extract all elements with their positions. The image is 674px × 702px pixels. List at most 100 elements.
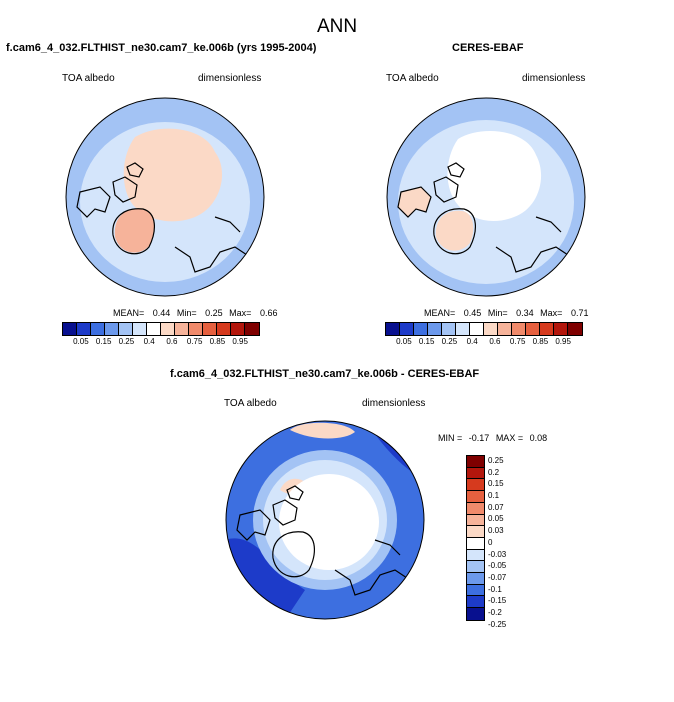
- main-title: ANN: [316, 16, 358, 37]
- diff-right-label: dimensionless: [362, 398, 426, 409]
- colorbar-swatch: [217, 323, 231, 335]
- colorbar-swatch: [467, 561, 484, 574]
- diff-polar-map: [225, 420, 425, 620]
- colorbar-tick-label: -0.07: [488, 573, 507, 582]
- model-colorbar: [62, 322, 260, 336]
- colorbar-tick-label: 0.05: [396, 337, 412, 346]
- colorbar-swatch: [245, 323, 259, 335]
- diff-panel-title: f.cam6_4_032.FLTHIST_ne30.cam7_ke.006b -…: [170, 368, 480, 380]
- colorbar-swatch: [467, 467, 484, 480]
- obs-polar-map: [386, 97, 586, 297]
- colorbar-tick-label: 0.05: [73, 337, 89, 346]
- colorbar-swatch: [386, 323, 400, 335]
- colorbar-swatch: [554, 323, 568, 335]
- colorbar-tick-label: 0.25: [488, 455, 504, 465]
- colorbar-tick-label: -0.25: [488, 619, 507, 629]
- obs-max-label: Max=: [540, 308, 563, 318]
- greenland-coast: [112, 208, 155, 255]
- model-min-value: 0.25: [205, 308, 223, 318]
- colorbar-tick-label: 0.95: [555, 337, 571, 346]
- colorbar-swatch: [526, 323, 540, 335]
- colorbar-swatch: [77, 323, 91, 335]
- diff-zero-core: [279, 474, 379, 570]
- colorbar-swatch: [484, 323, 498, 335]
- colorbar-tick-label: 0.07: [488, 502, 504, 512]
- colorbar-tick-label: -0.2: [488, 608, 502, 618]
- colorbar-tick-label: 0.95: [232, 337, 248, 346]
- obs-mean-value: 0.45: [463, 308, 482, 318]
- canada-coast: [236, 509, 271, 541]
- colorbar-swatch: [231, 323, 245, 335]
- colorbar-swatch: [467, 456, 484, 468]
- model-max-value: 0.66: [259, 308, 278, 318]
- colorbar-swatch: [568, 323, 582, 335]
- model-right-label: dimensionless: [198, 73, 262, 84]
- model-mean-value: 0.44: [152, 308, 171, 318]
- colorbar-swatch: [414, 323, 428, 335]
- colorbar-tick-label: 0.05: [488, 514, 504, 524]
- colorbar-swatch: [540, 323, 554, 335]
- colorbar-swatch: [512, 323, 526, 335]
- colorbar-tick-label: 0.15: [418, 337, 435, 346]
- colorbar-swatch: [467, 502, 484, 515]
- model-panel-title: f.cam6_4_032.FLTHIST_ne30.cam7_ke.006b (…: [6, 42, 317, 54]
- model-max-label: Max=: [229, 308, 252, 318]
- colorbar-tick-label: 0.85: [532, 337, 549, 346]
- colorbar-swatch: [105, 323, 119, 335]
- canada-coast: [76, 186, 111, 218]
- colorbar-swatch: [147, 323, 161, 335]
- colorbar-swatch: [119, 323, 133, 335]
- colorbar-tick-label: 0.2: [488, 467, 500, 477]
- colorbar-swatch: [498, 323, 512, 335]
- archipelago-coast: [272, 485, 304, 526]
- colorbar-swatch: [133, 323, 147, 335]
- diff-min-label: MIN =: [438, 433, 463, 443]
- colorbar-tick-label: 0.03: [488, 526, 504, 536]
- colorbar-tick-label: 0.25: [118, 337, 135, 346]
- greenland-region: [435, 210, 474, 251]
- obs-left-label: TOA albedo: [386, 73, 439, 84]
- diff-positive-patch: [290, 422, 355, 439]
- diff-max-label: MAX =: [495, 433, 524, 443]
- colorbar-tick-label: -0.15: [488, 596, 507, 606]
- colorbar-swatch: [63, 323, 77, 335]
- colorbar-swatch: [467, 549, 484, 562]
- obs-right-label: dimensionless: [522, 73, 586, 84]
- obs-panel-title: CERES-EBAF: [452, 42, 524, 54]
- model-min-label: Min=: [176, 308, 197, 318]
- greenland-region: [114, 208, 155, 253]
- colorbar-tick-label: 0.15: [95, 337, 112, 346]
- colorbar-swatch: [467, 537, 484, 550]
- colorbar-tick-label: 0.6: [166, 337, 178, 346]
- colorbar-swatch: [400, 323, 414, 335]
- greenland-coast: [272, 531, 315, 578]
- colorbar-tick-label: 0: [488, 537, 493, 547]
- obs-max-value: 0.71: [570, 308, 589, 318]
- model-mean-label: MEAN=: [113, 308, 145, 318]
- colorbar-swatch: [467, 491, 484, 503]
- colorbar-tick-label: 0.25: [441, 337, 458, 346]
- colorbar-swatch: [189, 323, 203, 335]
- colorbar-tick-label: 0.85: [209, 337, 226, 346]
- obs-stats: MEAN= 0.45 Min= 0.34 Max= 0.71: [424, 308, 588, 318]
- colorbar-swatch: [442, 323, 456, 335]
- arctic-high-albedo: [123, 128, 223, 222]
- greenland-coast: [433, 208, 476, 255]
- model-polar-map: [65, 97, 265, 297]
- colorbar-swatch: [467, 526, 484, 538]
- colorbar-tick-label: -0.03: [488, 549, 507, 559]
- colorbar-tick-label: -0.1: [488, 584, 502, 594]
- colorbar-swatch: [467, 608, 484, 620]
- colorbar-swatch: [175, 323, 189, 335]
- colorbar-tick-label: 0.6: [489, 337, 501, 346]
- colorbar-tick-label: 0.1: [488, 491, 500, 500]
- colorbar-tick-label: 0.75: [509, 337, 526, 346]
- diff-stats: MIN = -0.17 MAX = 0.08: [438, 433, 547, 443]
- colorbar-tick-label: 0.75: [186, 337, 203, 346]
- obs-min-label: Min=: [487, 308, 508, 318]
- colorbar-swatch: [428, 323, 442, 335]
- colorbar-swatch: [467, 479, 484, 492]
- obs-colorbar: [385, 322, 583, 336]
- colorbar-swatch: [467, 596, 484, 609]
- colorbar-tick-label: 0.4: [466, 337, 478, 346]
